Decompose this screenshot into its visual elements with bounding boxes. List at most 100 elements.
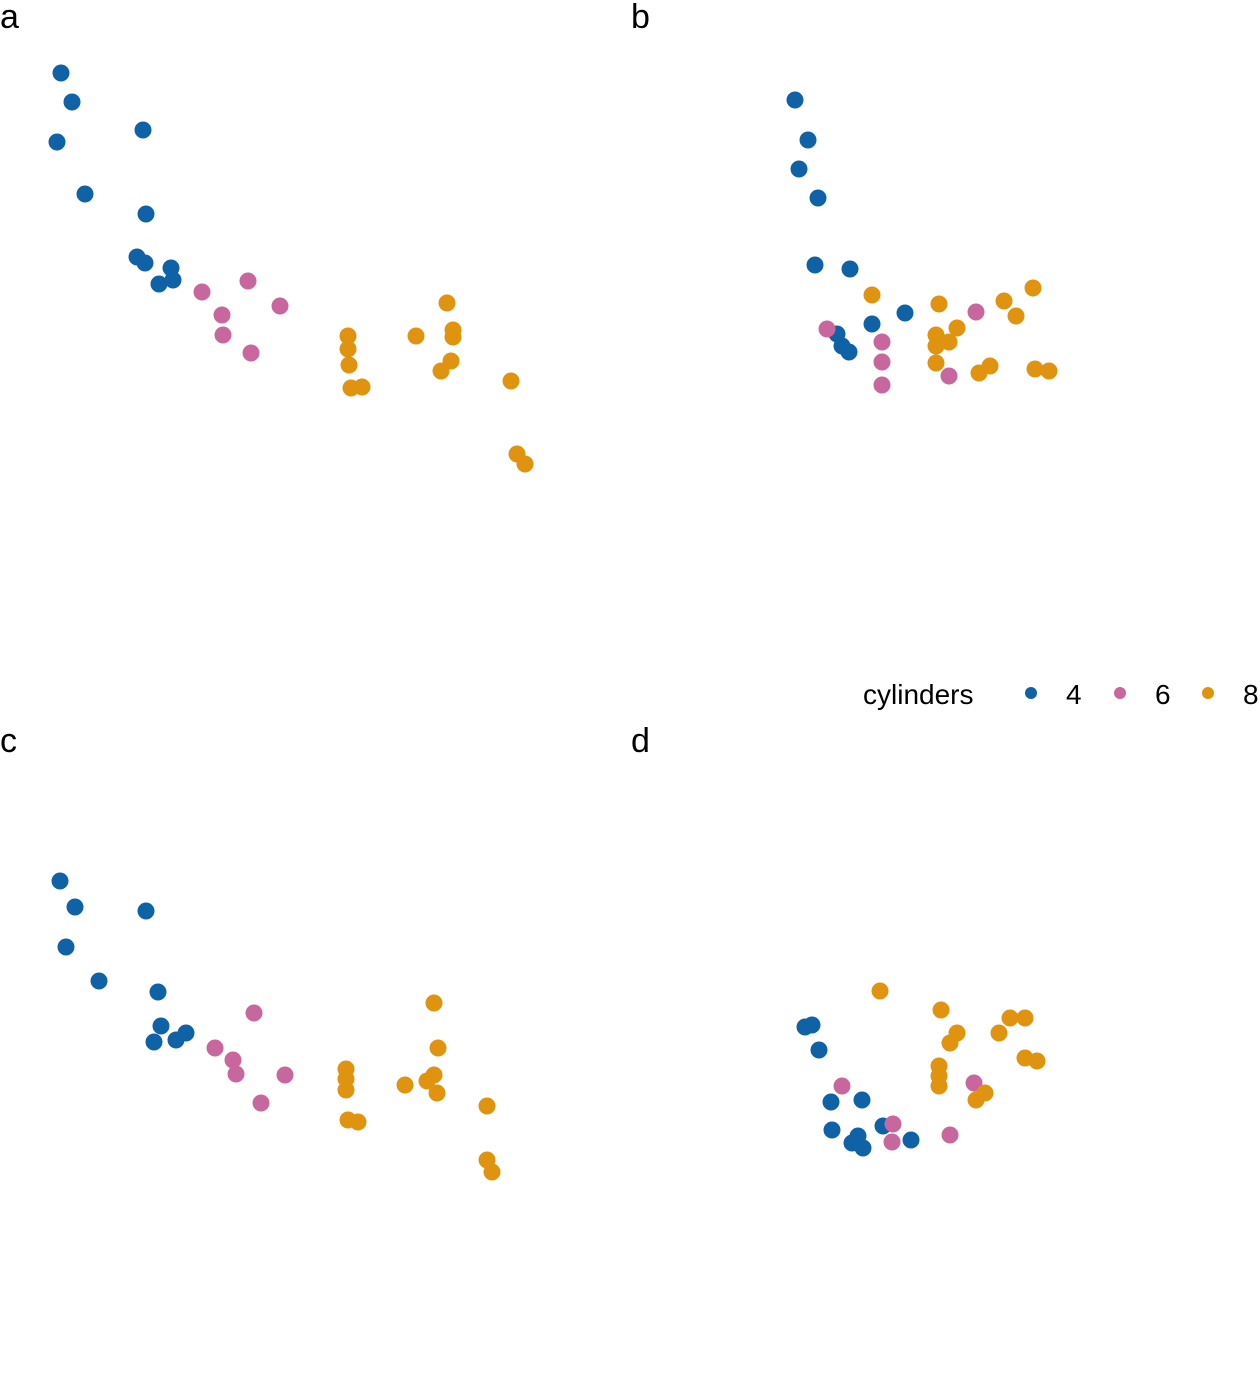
point-cyl-8 xyxy=(429,1039,447,1057)
point-cyl-4 xyxy=(896,304,914,322)
point-cyl-6 xyxy=(206,1039,224,1057)
point-cyl-8 xyxy=(927,337,945,355)
point-cyl-8 xyxy=(444,328,462,346)
point-cyl-4 xyxy=(63,93,81,111)
legend-key-8 xyxy=(1202,687,1214,699)
point-cyl-8 xyxy=(970,364,988,382)
point-cyl-6 xyxy=(818,320,836,338)
point-cyl-8 xyxy=(948,319,966,337)
point-cyl-8 xyxy=(932,1001,950,1019)
point-cyl-4 xyxy=(66,898,84,916)
point-cyl-8 xyxy=(1024,279,1042,297)
panel-b-tag: b xyxy=(631,0,650,36)
point-cyl-6 xyxy=(884,1115,902,1133)
point-cyl-4 xyxy=(853,1091,871,1109)
point-cyl-8 xyxy=(407,327,425,345)
point-cyl-6 xyxy=(242,344,260,362)
point-cyl-4 xyxy=(149,983,167,1001)
point-cyl-6 xyxy=(252,1094,270,1112)
point-cyl-8 xyxy=(432,362,450,380)
point-cyl-8 xyxy=(940,333,958,351)
point-cyl-8 xyxy=(483,1163,501,1181)
point-cyl-4 xyxy=(841,260,859,278)
point-cyl-4 xyxy=(152,1017,170,1035)
point-cyl-8 xyxy=(502,372,520,390)
legend: cylinders 4 6 8 xyxy=(863,679,1259,710)
point-cyl-8 xyxy=(930,1077,948,1095)
panel-b xyxy=(786,91,1058,394)
point-cyl-6 xyxy=(193,283,211,301)
point-cyl-8 xyxy=(339,327,357,345)
point-cyl-6 xyxy=(224,1051,242,1069)
point-cyl-8 xyxy=(478,1097,496,1115)
point-cyl-8 xyxy=(337,1081,355,1099)
point-cyl-8 xyxy=(428,1084,446,1102)
point-cyl-8 xyxy=(1040,362,1058,380)
plot-points-layer xyxy=(48,64,1058,1181)
point-cyl-8 xyxy=(967,1091,985,1109)
legend-label-6: 6 xyxy=(1155,679,1171,710)
point-cyl-8 xyxy=(340,356,358,374)
legend-title: cylinders xyxy=(863,679,973,710)
point-cyl-4 xyxy=(803,1016,821,1034)
point-cyl-8 xyxy=(339,340,357,358)
point-cyl-4 xyxy=(810,1041,828,1059)
panel-a xyxy=(48,64,534,473)
point-cyl-8 xyxy=(425,1066,443,1084)
point-cyl-4 xyxy=(57,938,75,956)
point-cyl-8 xyxy=(438,294,456,312)
point-cyl-6 xyxy=(271,297,289,315)
legend-key-4 xyxy=(1025,687,1037,699)
legend-label-4: 4 xyxy=(1066,679,1082,710)
point-cyl-6 xyxy=(941,1126,959,1144)
point-cyl-4 xyxy=(854,1139,872,1157)
point-cyl-4 xyxy=(136,254,154,272)
point-cyl-8 xyxy=(930,295,948,313)
point-cyl-4 xyxy=(51,872,69,890)
point-cyl-8 xyxy=(990,1024,1008,1042)
panel-c-tag: c xyxy=(0,722,17,760)
point-cyl-4 xyxy=(823,1121,841,1139)
point-cyl-8 xyxy=(871,982,889,1000)
point-cyl-6 xyxy=(227,1065,245,1083)
point-cyl-6 xyxy=(873,333,891,351)
point-cyl-4 xyxy=(840,343,858,361)
panel-a-tag: a xyxy=(0,0,19,36)
point-cyl-6 xyxy=(873,376,891,394)
point-cyl-4 xyxy=(90,972,108,990)
point-cyl-6 xyxy=(276,1066,294,1084)
point-cyl-4 xyxy=(150,275,168,293)
point-cyl-8 xyxy=(927,354,945,372)
point-cyl-4 xyxy=(790,160,808,178)
panel-d-tag: d xyxy=(631,722,650,760)
point-cyl-8 xyxy=(349,1113,367,1131)
point-cyl-4 xyxy=(822,1093,840,1111)
point-cyl-4 xyxy=(76,185,94,203)
point-cyl-4 xyxy=(164,271,182,289)
point-cyl-6 xyxy=(239,272,257,290)
point-cyl-8 xyxy=(425,994,443,1012)
point-cyl-4 xyxy=(137,205,155,223)
point-cyl-4 xyxy=(134,121,152,139)
legend-label-8: 8 xyxy=(1243,679,1259,710)
point-cyl-6 xyxy=(883,1133,901,1151)
point-cyl-8 xyxy=(516,455,534,473)
point-cyl-8 xyxy=(941,1034,959,1052)
point-cyl-6 xyxy=(213,306,231,324)
point-cyl-4 xyxy=(137,902,155,920)
point-cyl-8 xyxy=(1016,1009,1034,1027)
point-cyl-8 xyxy=(353,378,371,396)
point-cyl-8 xyxy=(995,292,1013,310)
legend-key-6 xyxy=(1114,687,1126,699)
point-cyl-8 xyxy=(1001,1009,1019,1027)
point-cyl-4 xyxy=(52,64,70,82)
point-cyl-8 xyxy=(863,286,881,304)
point-cyl-8 xyxy=(1007,307,1025,325)
point-cyl-4 xyxy=(902,1131,920,1149)
point-cyl-6 xyxy=(965,1074,983,1092)
point-cyl-8 xyxy=(1028,1052,1046,1070)
point-cyl-6 xyxy=(967,303,985,321)
point-cyl-6 xyxy=(873,353,891,371)
point-cyl-8 xyxy=(1026,360,1044,378)
